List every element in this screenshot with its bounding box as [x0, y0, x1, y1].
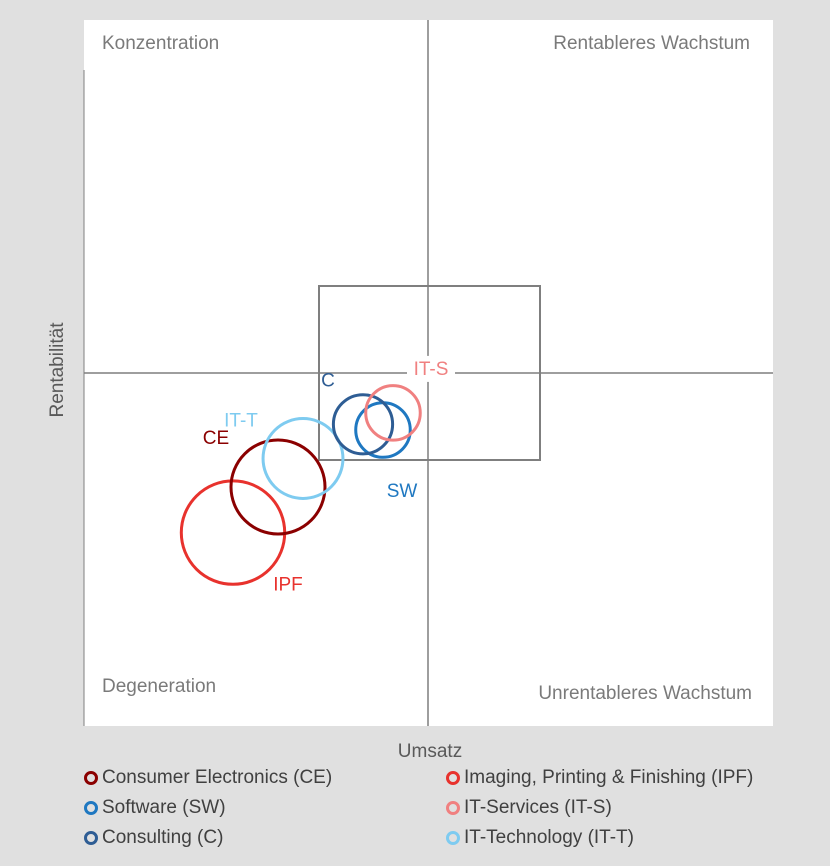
bubble-label-background [407, 355, 455, 382]
legend: Consumer Electronics (CE) Imaging, Printi… [84, 766, 814, 850]
legend-marker-icon [446, 801, 460, 815]
legend-label: Consumer Electronics (CE) [102, 767, 333, 788]
legend-label: Consulting (C) [102, 827, 224, 848]
legend-item-c: Consulting (C) [84, 826, 446, 850]
quadrant-label-top-right: Rentableres Wachstum [553, 33, 750, 54]
legend-marker-icon [446, 771, 460, 785]
legend-item-sw: Software (SW) [84, 796, 446, 820]
bubble-group: CE IPF SW IT-S C IT-T [179, 355, 455, 596]
legend-marker-icon [446, 831, 460, 845]
bubble-it-s [364, 384, 422, 442]
legend-item-it-t: IT-Technology (IT-T) [446, 826, 806, 850]
legend-marker-icon [84, 831, 98, 845]
quadrant-label-top-left: Konzentration [102, 33, 219, 54]
legend-item-it-s: IT-Services (IT-S) [446, 796, 806, 820]
reference-box [318, 285, 541, 461]
bubble-ce [229, 438, 327, 536]
legend-label: IT-Services (IT-S) [464, 797, 612, 818]
quadrant-label-bottom-left: Degeneration [102, 676, 216, 697]
bubble-label-sw: SW [387, 481, 418, 502]
legend-marker-icon [84, 801, 98, 815]
legend-marker-icon [84, 771, 98, 785]
bubble-label-it-t: IT-T [224, 411, 258, 432]
legend-label: Software (SW) [102, 797, 226, 818]
bubble-label-it-s: IT-S [414, 359, 449, 380]
bubble-c [331, 393, 395, 456]
y-axis-label: Rentabilität [47, 322, 68, 418]
legend-label: Imaging, Printing & Finishing (IPF) [464, 767, 754, 788]
bubble-label-ce: CE [203, 428, 229, 449]
quadrant-label-bottom-right: Unrentableres Wachstum [538, 683, 752, 704]
bubble-it-t [261, 417, 345, 500]
legend-item-ce: Consumer Electronics (CE) [84, 766, 446, 790]
legend-label: IT-Technology (IT-T) [464, 827, 634, 848]
bubble-label-ipf: IPF [273, 575, 303, 596]
legend-item-ipf: Imaging, Printing & Finishing (IPF) [446, 766, 806, 790]
bubble-label-c: C [321, 370, 335, 391]
x-axis-label: Umsatz [398, 741, 462, 762]
